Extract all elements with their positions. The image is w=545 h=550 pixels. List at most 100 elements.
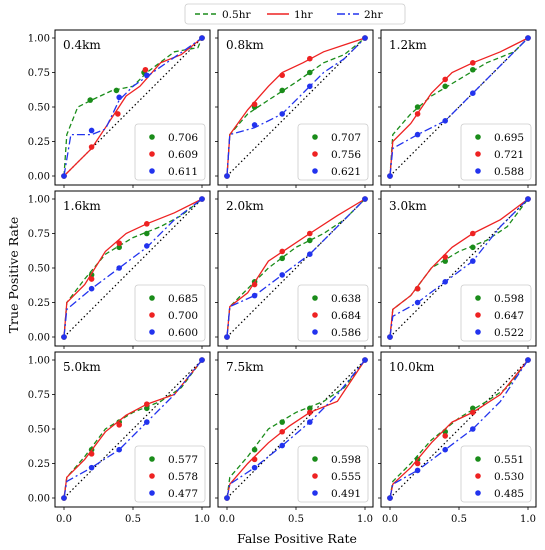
- curve-0.5hr: [226, 37, 366, 177]
- panel-2.0km: 2.0km 0.638 0.684 0.586: [215, 190, 374, 349]
- curve-1hr: [389, 198, 529, 338]
- legend: 0.5hr 1hr 2hr: [195, 9, 383, 21]
- panel-10.0km: 10.0km 0.551 0.530 0.485 0.0 0.5 1.0: [378, 351, 537, 525]
- marker-2hr: [144, 243, 150, 249]
- y-tick-label: 0.50: [28, 425, 50, 436]
- y-tick-label: 0.00: [28, 494, 50, 505]
- panel-0.8km: 0.8km 0.707 0.756 0.621: [215, 29, 374, 188]
- marker-2hr: [362, 357, 368, 363]
- panel-0.4km: 0.4km 0.706 0.609 0.611 0.00 0.25 0.50 0.75 1.00: [28, 29, 211, 188]
- auc-value-0.5hr: 0.638: [331, 293, 361, 305]
- auc-marker-2hr: [149, 490, 155, 496]
- x-tick-label: 0.0: [56, 514, 72, 525]
- auc-marker-1hr: [475, 473, 481, 479]
- legend-label-2hr: 2hr: [364, 9, 383, 21]
- curve-1hr: [226, 198, 366, 338]
- panel-label: 1.2km: [389, 38, 427, 52]
- marker-1hr: [307, 230, 313, 237]
- curve-2hr: [63, 37, 203, 177]
- panel-label: 0.4km: [63, 38, 101, 52]
- marker-0.5hr: [470, 405, 476, 412]
- auc-value-0.5hr: 0.598: [331, 454, 361, 466]
- marker-1hr: [88, 144, 95, 150]
- marker-2hr: [414, 131, 421, 138]
- y-tick-label: 0.25: [28, 137, 50, 148]
- marker-1hr: [442, 254, 448, 260]
- panel-3.0km: 3.0km 0.598 0.647 0.522: [378, 190, 537, 349]
- auc-legend: 0.707 0.756 0.621: [297, 123, 369, 181]
- x-tick-label: 0.5: [451, 514, 467, 525]
- y-tick-label: 0.25: [28, 459, 50, 470]
- y-axis-label: True Positive Rate: [6, 217, 21, 334]
- panel-1.2km: 1.2km 0.695 0.721 0.588: [378, 29, 537, 188]
- marker-0.5hr: [307, 237, 313, 244]
- y-tick-label: 0.75: [28, 229, 50, 240]
- auc-marker-1hr: [149, 312, 155, 318]
- marker-2hr: [199, 357, 205, 363]
- panel-label: 2.0km: [226, 199, 264, 213]
- auc-marker-0.5hr: [149, 456, 155, 462]
- marker-2hr: [88, 285, 95, 292]
- auc-marker-0.5hr: [312, 456, 318, 462]
- auc-value-2hr: 0.522: [494, 327, 524, 339]
- marker-1hr: [307, 55, 313, 62]
- marker-0.5hr: [87, 97, 94, 103]
- marker-0.5hr: [442, 258, 448, 264]
- marker-1hr: [116, 240, 122, 246]
- auc-marker-1hr: [149, 151, 155, 157]
- x-tick-label: 1.0: [520, 514, 536, 525]
- auc-legend: 0.706 0.609 0.611: [134, 123, 206, 181]
- chance-line: [226, 359, 366, 499]
- marker-2hr: [88, 464, 95, 471]
- curve-2hr: [389, 37, 529, 177]
- auc-marker-2hr: [475, 168, 481, 174]
- marker-2hr: [199, 196, 205, 202]
- y-tick-label: 0.00: [28, 172, 50, 183]
- marker-2hr: [116, 446, 122, 453]
- marker-2hr: [144, 419, 150, 425]
- auc-marker-0.5hr: [312, 295, 318, 301]
- marker-2hr: [224, 173, 230, 179]
- chance-line: [389, 198, 529, 338]
- auc-marker-2hr: [312, 490, 318, 496]
- auc-legend: 0.685 0.700 0.600: [134, 284, 206, 342]
- panels: 0.4km0.7060.6090.6110.000.250.500.751.00…: [28, 29, 537, 525]
- marker-2hr: [88, 127, 95, 134]
- auc-value-0.5hr: 0.707: [331, 132, 361, 144]
- auc-value-2hr: 0.588: [494, 166, 524, 178]
- marker-2hr: [470, 258, 476, 264]
- y-tick-label: 0.75: [28, 390, 50, 401]
- marker-2hr: [362, 196, 368, 202]
- panel-5.0km: 5.0km0.5770.5780.4770.000.250.500.751.00…: [28, 351, 211, 525]
- marker-2hr: [442, 279, 448, 285]
- marker-1hr: [88, 451, 95, 457]
- marker-1hr: [142, 66, 149, 73]
- marker-0.5hr: [251, 446, 258, 453]
- auc-marker-0.5hr: [475, 134, 481, 140]
- marker-2hr: [470, 90, 476, 96]
- auc-marker-1hr: [312, 151, 318, 157]
- x-tick-label: 0.0: [219, 514, 235, 525]
- chance-line: [63, 359, 203, 499]
- auc-legend: 0.638 0.684 0.586: [297, 284, 369, 342]
- marker-0.5hr: [279, 87, 285, 94]
- auc-value-1hr: 0.555: [331, 471, 361, 483]
- marker-0.5hr: [113, 87, 120, 94]
- curve-2hr: [226, 37, 366, 177]
- auc-marker-1hr: [475, 151, 481, 157]
- marker-2hr: [251, 122, 258, 128]
- auc-value-2hr: 0.611: [168, 166, 198, 178]
- marker-2hr: [307, 251, 313, 257]
- marker-2hr: [387, 495, 393, 501]
- auc-value-2hr: 0.485: [494, 488, 524, 500]
- marker-2hr: [116, 94, 122, 101]
- y-tick-label: 0.50: [28, 103, 50, 114]
- y-tick-label: 1.00: [28, 356, 50, 367]
- panel-label: 5.0km: [63, 360, 101, 374]
- marker-1hr: [251, 101, 258, 108]
- y-tick-label: 1.00: [28, 34, 50, 45]
- marker-0.5hr: [442, 83, 448, 90]
- marker-2hr: [144, 72, 150, 79]
- marker-2hr: [251, 464, 258, 471]
